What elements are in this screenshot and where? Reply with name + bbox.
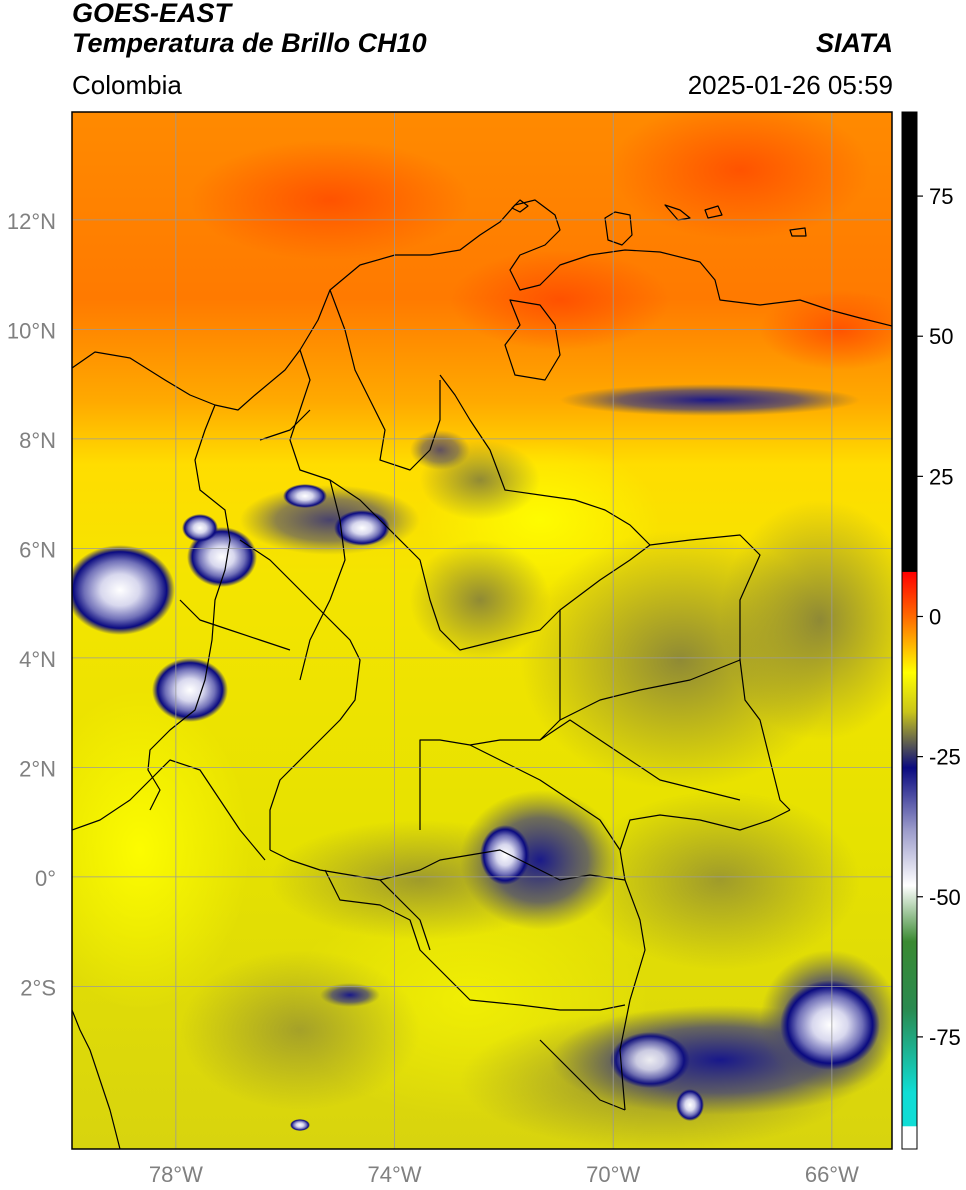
longitude-labels: 78°W 74°W 70°W 66°W (149, 1162, 859, 1187)
storm-core (290, 1119, 310, 1131)
dept-boundary (559, 659, 741, 721)
cold-cloud (320, 983, 380, 1007)
island (704, 205, 723, 219)
storm-core (187, 527, 257, 587)
dept-boundary (329, 289, 441, 471)
cold-cloud-band (560, 384, 860, 416)
map-frame (71, 111, 893, 1150)
storm-core (283, 484, 327, 508)
mid-cloud (580, 790, 860, 970)
colorbar-tick-label: -50 (929, 885, 961, 910)
dept-boundary (299, 479, 346, 681)
lat-label: 2°N (19, 756, 56, 781)
storm-core (676, 1089, 704, 1121)
island (511, 199, 529, 213)
colorbar-tick-label: -75 (929, 1025, 961, 1050)
colorbar-tick-label: -25 (929, 745, 961, 770)
pacific-coast (147, 404, 231, 811)
warm-region (190, 140, 470, 260)
cold-cloud (460, 790, 620, 930)
lon-label: 66°W (805, 1162, 859, 1187)
colorbar-tick-label: 75 (929, 184, 953, 209)
colorbar-gradient (901, 111, 918, 1150)
warm-region (610, 112, 870, 240)
warm-region (450, 250, 670, 350)
warm-region (760, 290, 892, 370)
coastline-caribbean (72, 199, 892, 411)
lat-label: 0° (35, 866, 56, 891)
lat-label: 12°N (7, 209, 56, 234)
storm-core (610, 1032, 690, 1088)
mid-cloud (410, 540, 550, 660)
lon-label: 74°W (368, 1162, 422, 1187)
dept-boundary (239, 539, 361, 850)
map-area (72, 112, 892, 1149)
cold-cloud (240, 485, 420, 555)
title-region: Colombia (72, 70, 182, 100)
dept-boundary (379, 879, 431, 951)
coast-peru (72, 1009, 121, 1149)
lat-label: 2°S (20, 975, 56, 1000)
borders (72, 199, 892, 1149)
dept-boundary (179, 599, 291, 651)
lat-label: 8°N (19, 428, 56, 453)
island (664, 204, 691, 221)
border-colombia-venezuela (439, 374, 791, 811)
border-ecuador (72, 759, 266, 861)
storm-core (182, 514, 218, 542)
lat-label: 10°N (7, 318, 56, 343)
mid-cloud (180, 950, 420, 1110)
colorbar-tick-label: 50 (929, 324, 953, 349)
colorbar-tick-label: 0 (929, 604, 941, 629)
colorbar: 75 50 25 0 -25 -50 -75 (901, 111, 961, 1150)
dept-boundary (259, 409, 311, 441)
cold-cloud (410, 430, 470, 470)
lon-label: 70°W (586, 1162, 640, 1187)
title-product: Temperatura de Brillo CH10 (72, 28, 427, 58)
island (789, 227, 807, 237)
border-brazil-peru-amazon (539, 1039, 626, 1111)
storm-core (334, 510, 390, 546)
storm-core (480, 825, 530, 885)
storm-core (72, 545, 175, 635)
storm-core (780, 980, 880, 1070)
title-satellite: GOES-EAST (72, 0, 232, 28)
dept-boundary (539, 719, 741, 801)
title-datetime: 2025-01-26 05:59 (687, 70, 893, 100)
dept-boundary (559, 544, 651, 611)
colorbar-tick-label: 25 (929, 464, 953, 489)
lon-label: 78°W (149, 1162, 203, 1187)
graticule (72, 112, 892, 1149)
storm-core (152, 658, 228, 722)
lat-label: 4°N (19, 647, 56, 672)
latitude-labels: 12°N 10°N 8°N 6°N 4°N 2°N 0° 2°S (7, 209, 56, 1001)
dept-boundary (469, 744, 621, 851)
title-agency: SIATA (816, 28, 893, 58)
border-peru-brazil (324, 869, 626, 1011)
island (604, 211, 633, 246)
mid-cloud (720, 500, 892, 740)
clear-region (72, 690, 250, 1010)
gulf-maracaibo (504, 299, 561, 381)
lat-label: 6°N (19, 537, 56, 562)
